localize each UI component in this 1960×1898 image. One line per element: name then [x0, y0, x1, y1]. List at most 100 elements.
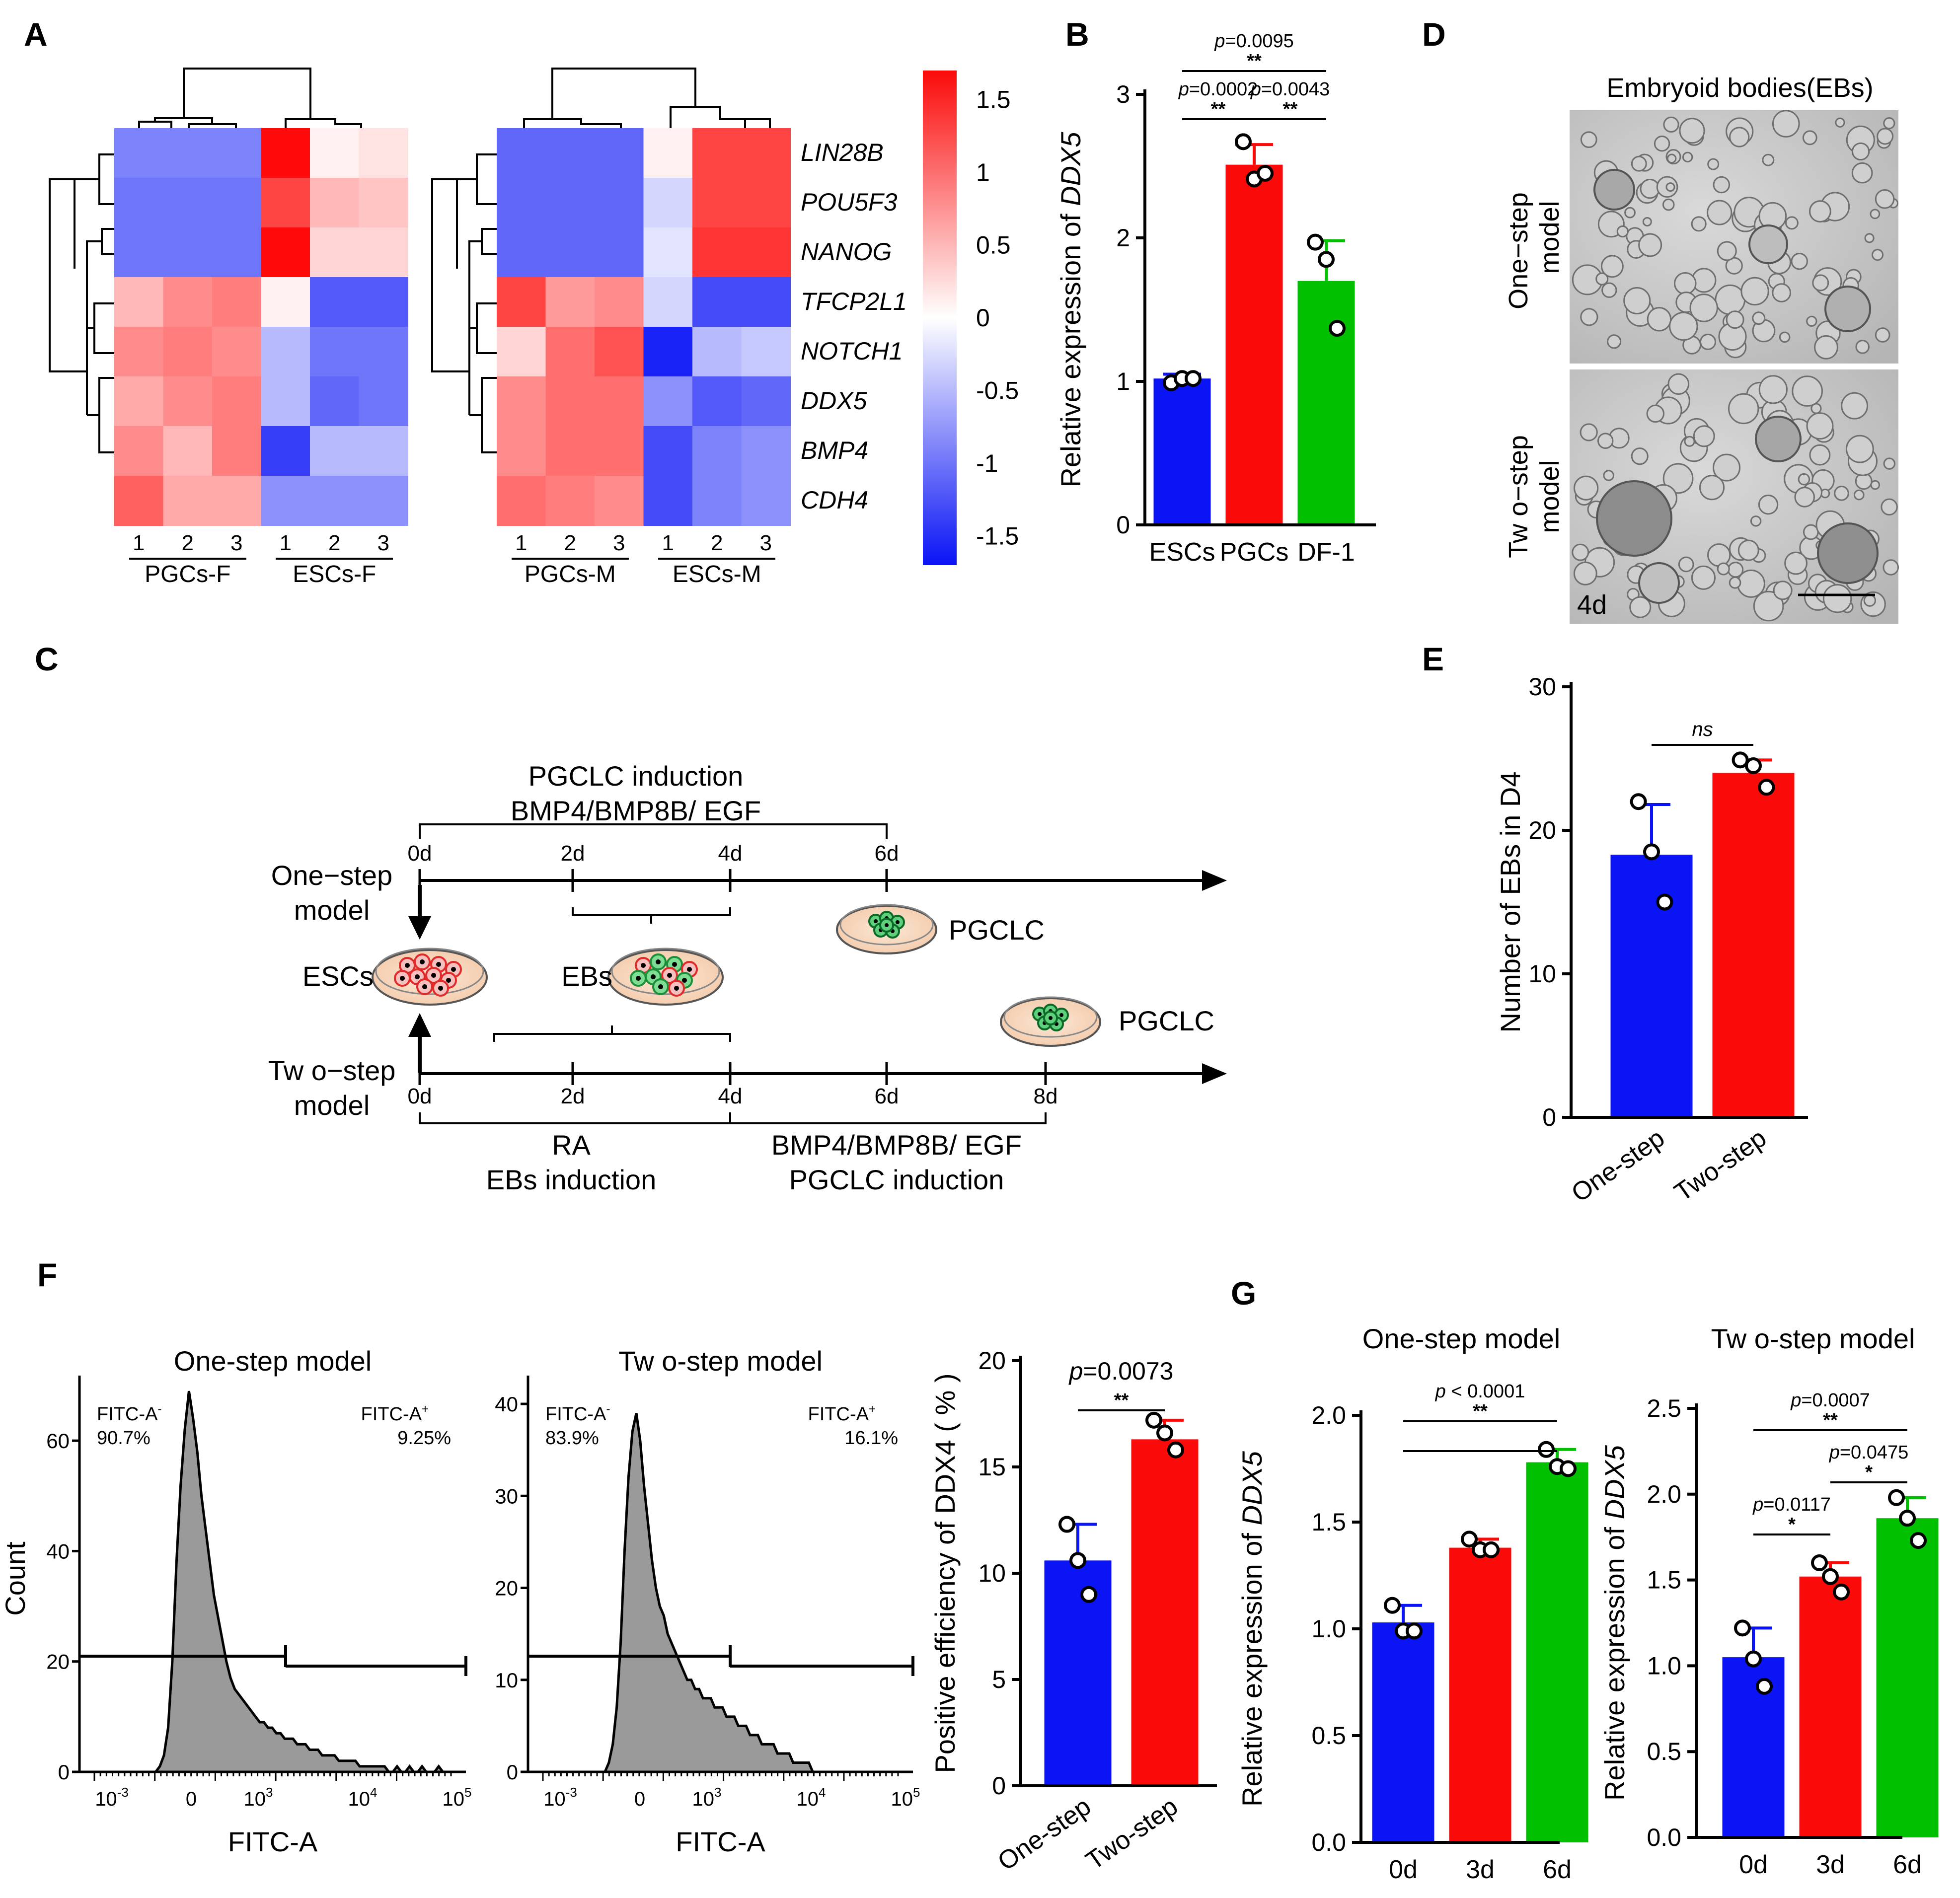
y-tick-label: 2.0	[1311, 1401, 1346, 1429]
cell-blob	[1674, 272, 1697, 295]
heatmap-cell	[163, 277, 213, 327]
cell-nucleus	[658, 984, 663, 989]
cell-nucleus	[1038, 1012, 1042, 1016]
y-axis-label-gene: DDX5	[1599, 1445, 1630, 1519]
cell-blob	[1809, 200, 1831, 222]
cell-blob	[1693, 425, 1715, 447]
heatmap-group-label: ESCs-M	[673, 561, 761, 587]
cell-blob	[1600, 255, 1624, 278]
heatmap-cell	[497, 476, 546, 526]
cell-blob	[1574, 475, 1599, 501]
panel-label-c: C	[35, 641, 59, 677]
heatmap-cell	[114, 376, 164, 427]
cell-nucleus	[641, 963, 646, 968]
heatmap-cell	[212, 277, 262, 327]
panel-a-heatmaps: LIN28B POU5F3 NANOG TFCP2L1 NOTCH1 DDX5 BMP4 CD…	[49, 68, 1019, 587]
c-dish-pgclc-bottom	[1000, 996, 1101, 1047]
heatmap-cell	[261, 476, 310, 526]
micrograph-two-step-cells	[1572, 373, 1899, 622]
timeline-day-label: 6d	[875, 1084, 899, 1108]
y-tick-label: 2.0	[1647, 1480, 1681, 1508]
cell-blob	[1728, 393, 1759, 425]
heatmap-cell	[212, 327, 262, 377]
gene-label: BMP4	[801, 437, 868, 464]
y-axis-label: Number of EBs in D4	[1495, 772, 1526, 1033]
heatmap-cell	[741, 178, 791, 228]
y-tick-label: 5	[992, 1666, 1006, 1693]
p-symbol: p	[1250, 79, 1261, 100]
y-tick-label: 1.5	[1311, 1508, 1346, 1536]
heatmap-cell	[114, 227, 164, 278]
data-point	[1257, 164, 1274, 182]
heatmap-cell	[741, 476, 791, 526]
cell-blob	[1883, 457, 1896, 470]
category-label: Two-step	[1081, 1792, 1183, 1876]
y-tick-label: 0.0	[1311, 1828, 1346, 1856]
x-tick-label: 105	[443, 1785, 472, 1810]
cell-blob	[1689, 293, 1718, 322]
x-tick-exponent: -3	[566, 1785, 577, 1800]
p-value: =0.0007	[1801, 1390, 1870, 1411]
cell-blob	[1678, 556, 1694, 573]
y-tick-label: 20	[1528, 816, 1556, 844]
p-value-label: p < 0.0001	[1435, 1381, 1525, 1402]
p-value-label: p=0.0073	[1068, 1357, 1174, 1385]
heatmap-female	[114, 128, 408, 526]
p-value-label: p=0.0007	[1790, 1390, 1870, 1411]
data-point	[1145, 1411, 1162, 1429]
x-tick-label: 0	[634, 1788, 645, 1810]
timeline-day-label: 4d	[718, 841, 743, 866]
x-tick-label: 0	[186, 1788, 197, 1810]
panel-b-bar-chart: ESCs PGCs DF-1 0 1 2 3 Relative expression of D…	[1055, 31, 1376, 567]
cell-blob	[1806, 315, 1817, 327]
cell-aggregate	[1593, 169, 1635, 211]
y-tick-label: 10	[495, 1669, 518, 1692]
heatmap-cell	[163, 476, 213, 526]
cell-blob	[1845, 435, 1874, 463]
gene-label: CDH4	[801, 486, 868, 514]
cell-blob	[1580, 423, 1598, 441]
heatmap-group-label: PGCs-M	[525, 561, 616, 587]
panel-d-micrographs: Embryoid bodies(EBs) One−step model Tw o…	[1504, 73, 1899, 624]
cell-aggregate	[1748, 224, 1788, 264]
c-dish-escs	[372, 948, 488, 1006]
heatmap-cell	[692, 327, 742, 377]
cell-blob	[1601, 282, 1617, 298]
heatmap-cell	[545, 327, 595, 377]
heatmap-cell	[212, 376, 262, 427]
cell-blob	[1663, 116, 1679, 133]
panel-label-a: A	[24, 16, 48, 53]
data-point	[1888, 1489, 1905, 1506]
gate-sign: -	[606, 1402, 610, 1416]
colorbar-gradient	[923, 71, 957, 565]
cell-nucleus	[420, 959, 425, 964]
cell-nucleus	[451, 967, 456, 972]
p-value: =0.0002	[1189, 79, 1258, 100]
heatmap-cell	[545, 227, 595, 278]
histogram-area	[601, 1413, 825, 1773]
p-symbol: p	[1178, 79, 1189, 100]
cell-blob	[1726, 310, 1744, 329]
gate-positive-value: 9.25%	[397, 1428, 451, 1449]
cell-blob	[1773, 581, 1793, 600]
y-tick-label: 0	[992, 1772, 1006, 1800]
heatmap-male-dendrogram-left	[431, 153, 497, 453]
cell-blob	[1785, 216, 1799, 230]
cell-blob	[1646, 404, 1664, 423]
p-symbol: p	[1829, 1442, 1840, 1463]
heatmap-cell	[212, 178, 262, 228]
category-label: One-step	[992, 1792, 1096, 1876]
cell-blob	[1707, 158, 1720, 170]
timeline-day-label: 6d	[875, 841, 899, 866]
heatmap-cell	[114, 327, 164, 377]
cell-nucleus	[651, 974, 656, 979]
heatmap-cell	[595, 426, 644, 476]
data-point	[1461, 1531, 1478, 1548]
cell-blob	[1791, 252, 1808, 270]
cell-blob	[1631, 447, 1649, 465]
heatmap-female-dendrogram-left	[49, 153, 114, 453]
x-tick-exponent: 5	[464, 1785, 471, 1800]
c-arrow-down-head	[408, 916, 431, 940]
data-point	[1643, 843, 1660, 861]
timeline-day-label: 2d	[561, 841, 585, 866]
